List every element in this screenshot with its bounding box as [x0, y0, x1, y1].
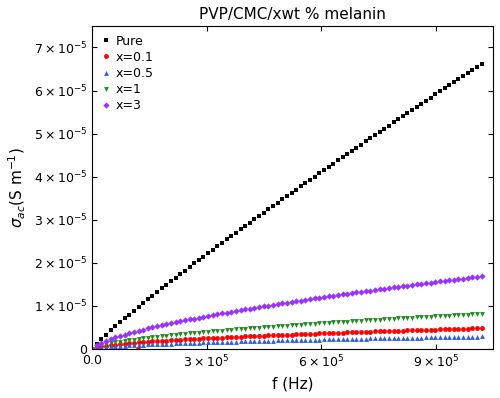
x=0.5: [210, 340, 216, 345]
x=0.1: [224, 335, 230, 340]
Title: PVP/CMC/xwt % melanin: PVP/CMC/xwt % melanin: [199, 7, 386, 22]
Legend: Pure, x=0.1, x=0.5, x=1, x=3: Pure, x=0.1, x=0.5, x=1, x=3: [98, 32, 156, 115]
Pure: [224, 237, 230, 242]
x=0.5: [478, 334, 484, 339]
x=3: [284, 300, 290, 305]
x=1: [456, 313, 462, 318]
x=3: [154, 324, 160, 329]
Pure: [210, 247, 216, 252]
Line: x=0.5: x=0.5: [90, 334, 484, 351]
Y-axis label: $\sigma_{ac}$(S m$^{-1}$): $\sigma_{ac}$(S m$^{-1}$): [7, 147, 28, 228]
x=1: [478, 311, 484, 316]
x=0.1: [456, 326, 462, 331]
x=3: [210, 313, 216, 318]
Pure: [205, 251, 211, 256]
x=1: [154, 334, 160, 339]
x=0.5: [456, 334, 462, 339]
x=0.1: [154, 339, 160, 343]
x=1: [210, 329, 216, 334]
x=0.5: [205, 340, 211, 345]
x=0.5: [89, 346, 95, 351]
X-axis label: f (Hz): f (Hz): [272, 376, 314, 391]
x=0.1: [284, 332, 290, 337]
x=0.5: [284, 338, 290, 343]
x=0.1: [89, 346, 95, 351]
x=3: [478, 274, 484, 279]
x=1: [205, 330, 211, 334]
x=3: [224, 310, 230, 315]
x=0.1: [205, 336, 211, 341]
Pure: [89, 346, 95, 351]
x=1: [284, 323, 290, 328]
Line: x=0.1: x=0.1: [90, 326, 484, 351]
Line: x=1: x=1: [90, 311, 484, 351]
Pure: [154, 290, 160, 295]
x=3: [456, 277, 462, 281]
Line: Pure: Pure: [90, 61, 484, 351]
x=0.1: [478, 326, 484, 330]
x=0.5: [224, 339, 230, 344]
x=0.5: [154, 342, 160, 347]
x=3: [89, 346, 95, 351]
Pure: [478, 61, 484, 66]
Line: x=3: x=3: [90, 274, 484, 351]
x=1: [224, 328, 230, 333]
Pure: [456, 77, 462, 82]
Pure: [284, 194, 290, 199]
x=1: [89, 346, 95, 351]
x=0.1: [210, 336, 216, 340]
x=3: [205, 314, 211, 318]
